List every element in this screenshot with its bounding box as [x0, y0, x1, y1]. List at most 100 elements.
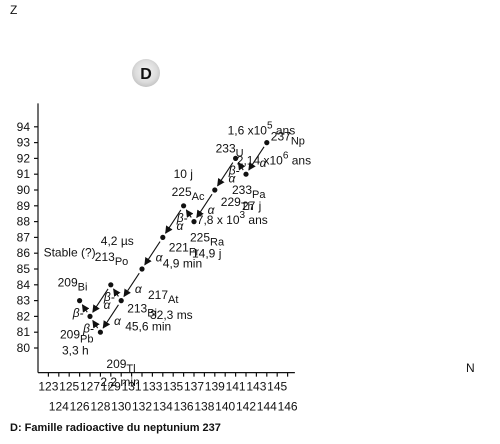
x-tick-label: 137: [184, 380, 204, 394]
x-tick-label: 138: [194, 400, 214, 414]
badge-letter: D: [140, 66, 152, 83]
x-tick-label: 127: [80, 380, 100, 394]
half-life-exponent: 5: [267, 120, 273, 131]
y-tick-label: 84: [17, 278, 31, 292]
half-life-bi213: 45,6 min: [125, 320, 171, 334]
x-axis-label: N: [466, 361, 475, 375]
half-life-np237: 2,14 x106 ans: [237, 151, 311, 168]
half-life-ra225: 14,9 j: [192, 247, 221, 261]
nuclide-point-pb209: [87, 313, 93, 319]
nuclide-mass: 209: [60, 327, 80, 341]
nuclide-label-bi213: 213Bi: [127, 302, 157, 320]
nuclide-symbol: U: [236, 147, 244, 159]
half-life-value: 7,8 x 10: [197, 213, 240, 227]
half-life-pa233: 27 j: [242, 199, 261, 213]
decay-arrow-tl209-pb209: [92, 319, 100, 329]
half-life-unit: ans: [288, 154, 311, 168]
decay-type-label: α: [228, 172, 236, 186]
nuclide-symbol: Ra: [210, 237, 225, 249]
y-tick-label: 94: [17, 120, 31, 134]
decay-arrow-np237-pa233: [248, 146, 265, 171]
nuclide-point-ac225: [181, 203, 187, 209]
half-life-unit: ans: [245, 213, 268, 227]
nuclide-mass: 229: [221, 195, 241, 209]
decay-type-label: α: [156, 251, 164, 265]
half-life-exponent: 6: [283, 151, 289, 162]
y-tick-label: 83: [17, 294, 31, 308]
y-tick-label: 93: [17, 136, 31, 150]
nuclide-point-bi213: [118, 298, 124, 304]
decay-arrow-at217-bi213: [123, 272, 140, 298]
nuclide-symbol: Po: [115, 256, 128, 268]
x-tick-label: 136: [174, 400, 194, 414]
nuclide-symbol: Th: [241, 201, 254, 213]
nuclide-symbol: Np: [291, 136, 305, 148]
x-tick-label: 128: [90, 400, 110, 414]
half-life-value: 1,6 x10: [228, 123, 268, 137]
nuclide-label-ac225: 225Ac: [172, 185, 205, 203]
decay-type-label: α: [176, 219, 184, 233]
nuclide-symbol: Ac: [192, 191, 205, 203]
nuclide-point-bi209: [77, 298, 83, 304]
nuclide-mass: 221: [169, 240, 189, 254]
x-tick-label: 146: [278, 400, 298, 414]
figure-caption: D: Famille radioactive du neptunium 237: [10, 422, 221, 434]
y-tick-label: 89: [17, 199, 31, 213]
nuclide-point-th229: [212, 187, 218, 193]
half-life-fr221: 4,9 min: [163, 256, 202, 270]
half-life-value: 10 j: [174, 167, 193, 181]
nuclide-mass: 233: [216, 141, 236, 155]
half-life-value: 2,14 x10: [237, 154, 283, 168]
decay-arrow-bi213-tl209: [102, 304, 119, 329]
badge-circle: [132, 59, 160, 87]
x-tick-label: 143: [246, 380, 266, 394]
x-tick-label: 141: [226, 380, 246, 394]
half-life-value: 4,2 µs: [101, 234, 134, 248]
decay-arrow-ra225-ac225: [185, 209, 194, 218]
nuclide-symbol: Pb: [80, 333, 93, 345]
x-tick-label: 133: [142, 380, 162, 394]
nuclide-mass: 213: [127, 302, 147, 316]
x-tick-label: 142: [236, 400, 256, 414]
x-tick-label: 123: [38, 380, 58, 394]
nuclide-point-po213: [108, 282, 114, 288]
decay-arrow-po213-pb209: [92, 288, 109, 313]
nuclide-mass: 225: [172, 185, 192, 199]
nuclide-label-at217: 217At: [148, 288, 178, 306]
half-life-bi209: Stable (?): [44, 246, 96, 260]
x-tick-label: 140: [215, 400, 235, 414]
decay-type-label: β-: [72, 306, 84, 320]
nuclide-mass: 225: [190, 231, 210, 245]
nuclide-mass: 209: [58, 276, 78, 290]
x-tick-label: 144: [257, 400, 277, 414]
x-tick-label: 124: [49, 400, 69, 414]
half-life-po213: 4,2 µs: [101, 234, 134, 248]
y-tick-label: 88: [17, 215, 31, 229]
nuclide-label-pa233: 233Pa: [232, 183, 266, 201]
figure-badge: D: [132, 59, 160, 87]
y-tick-label: 92: [17, 151, 31, 165]
half-life-th229: 7,8 x 103 ans: [197, 210, 268, 227]
half-life-pb209: 3,3 h: [62, 343, 89, 357]
nuclide-symbol: Pa: [252, 189, 266, 201]
nuclide-label-fr221: 221Fr: [169, 240, 200, 258]
decay-type-label: β-: [228, 164, 240, 178]
decay-type-label: α: [135, 282, 143, 296]
y-tick-label: 80: [17, 341, 31, 355]
nuclide-label-np237: 237Np: [271, 130, 305, 148]
decay-arrow-u233-th229: [217, 162, 234, 187]
y-axis-label: Z: [10, 3, 17, 17]
decay-arrow-th229-ra225: [196, 193, 213, 219]
x-tick-label: 125: [59, 380, 79, 394]
decay-type-label: β-: [82, 322, 94, 336]
y-tick-label: 90: [17, 183, 31, 197]
decay-type-label: α: [208, 203, 216, 217]
decay-type-label: α: [260, 156, 268, 170]
y-tick-label: 82: [17, 309, 31, 323]
nuclide-label-bi209: 209Bi: [58, 276, 88, 294]
nuclide-mass: 213: [95, 250, 115, 264]
decay-arrow-pa233-u233: [237, 161, 246, 171]
nuclide-label-po213: 213Po: [95, 250, 129, 268]
nuclide-label-tl209: 209Tl: [106, 357, 135, 375]
decay-arrow-bi213-po213: [113, 288, 121, 297]
